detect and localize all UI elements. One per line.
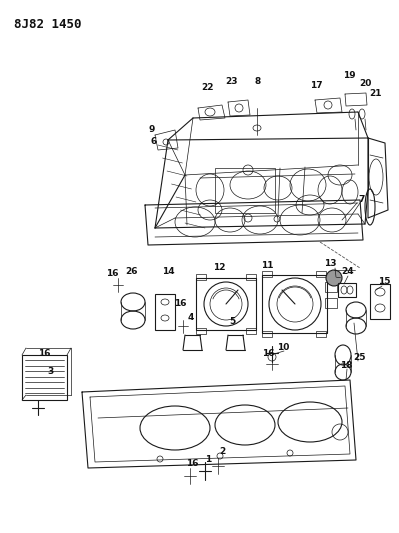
Bar [316, 271, 326, 277]
Text: 17: 17 [310, 82, 322, 91]
Text: 9: 9 [149, 125, 155, 134]
Bar [246, 328, 256, 334]
Bar [196, 274, 206, 280]
Text: 18: 18 [340, 360, 352, 369]
Text: 16: 16 [262, 350, 274, 359]
Text: 19: 19 [343, 71, 356, 80]
Text: 1: 1 [205, 456, 211, 464]
Text: 16: 16 [186, 458, 198, 467]
Text: 3: 3 [48, 367, 54, 376]
Text: 8J82 1450: 8J82 1450 [14, 18, 81, 31]
Bar [155, 294, 175, 330]
Text: 16: 16 [106, 270, 118, 279]
Ellipse shape [326, 270, 342, 286]
Text: 23: 23 [226, 77, 238, 86]
Text: 20: 20 [359, 78, 371, 87]
Bar [196, 328, 206, 334]
Bar [370, 284, 390, 319]
Bar [262, 271, 272, 277]
Bar [22, 355, 67, 400]
Bar [325, 282, 337, 292]
Text: 26: 26 [126, 268, 138, 277]
Text: 4: 4 [188, 313, 194, 322]
Text: 8: 8 [255, 77, 261, 86]
Bar [215, 168, 275, 213]
Text: 24: 24 [342, 268, 354, 277]
Text: 2: 2 [219, 448, 225, 456]
Text: 21: 21 [369, 90, 381, 99]
Text: 25: 25 [354, 352, 366, 361]
Text: 16: 16 [38, 350, 50, 359]
Bar [196, 278, 256, 330]
Text: 5: 5 [229, 318, 235, 327]
Text: 15: 15 [378, 278, 390, 287]
Text: 7: 7 [359, 196, 365, 205]
Text: 14: 14 [162, 268, 174, 277]
Text: 11: 11 [261, 262, 273, 271]
Text: 6: 6 [151, 138, 157, 147]
Text: 22: 22 [201, 84, 213, 93]
Text: 12: 12 [213, 262, 225, 271]
Bar [316, 331, 326, 337]
Bar [246, 274, 256, 280]
Bar [338, 283, 356, 297]
Bar [262, 275, 327, 333]
Text: 16: 16 [174, 298, 186, 308]
Bar [262, 331, 272, 337]
Text: 10: 10 [277, 343, 289, 351]
Text: 13: 13 [324, 260, 336, 269]
Bar [325, 298, 337, 308]
